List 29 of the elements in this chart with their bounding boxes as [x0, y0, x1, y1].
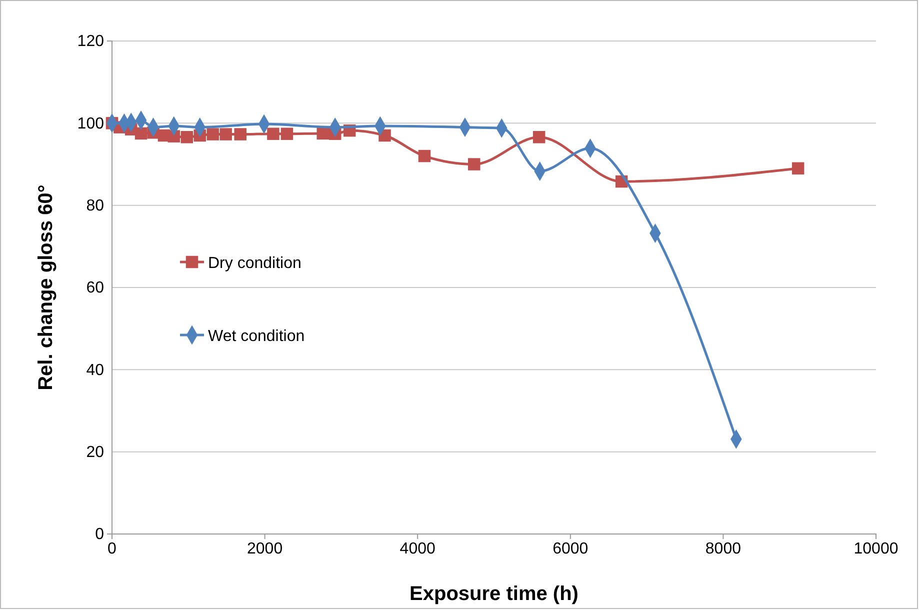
- x-tick-label: 0: [108, 540, 117, 558]
- point: [418, 150, 431, 162]
- point: [280, 128, 294, 140]
- y-tick-label: 60: [86, 280, 104, 297]
- legend-label: Dry condition: [208, 255, 302, 272]
- y-tick-label: 20: [86, 444, 104, 461]
- point: [234, 128, 246, 140]
- y-axis-title: Rel. change gloss 60°: [35, 184, 57, 390]
- y-tick-label: 100: [77, 115, 104, 132]
- y-tick-label: 80: [86, 197, 104, 214]
- point: [468, 158, 480, 170]
- point: [220, 128, 232, 140]
- x-axis-title: Exposure time (h): [410, 583, 578, 605]
- legend-label: Wet condition: [208, 328, 305, 345]
- y-tick-label: 40: [86, 362, 104, 379]
- point: [134, 127, 148, 140]
- x-tick-label: 4000: [400, 540, 436, 558]
- y-tick-label: 0: [95, 526, 104, 544]
- x-tick-label: 8000: [705, 540, 742, 558]
- x-tick-label: 10000: [854, 540, 898, 558]
- point: [792, 162, 804, 174]
- point: [267, 128, 280, 140]
- y-tick-label: 120: [77, 33, 104, 50]
- x-tick-label: 2000: [247, 540, 283, 558]
- point: [180, 131, 193, 144]
- point: [316, 127, 329, 140]
- point: [532, 131, 546, 144]
- point: [206, 128, 219, 140]
- x-tick-label: 6000: [552, 540, 588, 558]
